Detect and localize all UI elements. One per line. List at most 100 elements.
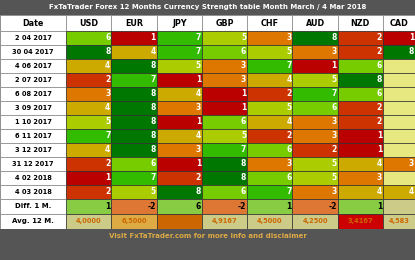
Text: 5: 5 (286, 103, 291, 113)
Text: 5: 5 (286, 48, 291, 56)
Text: 1: 1 (151, 34, 156, 42)
Bar (66, 171, 112, 185)
Text: 4,0000: 4,0000 (76, 218, 102, 224)
Text: 5: 5 (105, 118, 110, 127)
Text: 2: 2 (377, 118, 382, 127)
Bar (202, 143, 247, 157)
Bar (66, 129, 112, 143)
Text: AUD: AUD (305, 18, 325, 28)
Text: 4: 4 (105, 62, 110, 70)
Text: 3: 3 (241, 62, 246, 70)
Text: 3: 3 (332, 118, 337, 127)
Text: 1: 1 (105, 173, 110, 183)
Text: 6: 6 (105, 34, 110, 42)
Text: 3,8333: 3,8333 (166, 218, 192, 224)
Bar (338, 157, 383, 171)
Text: 1: 1 (377, 146, 382, 154)
Text: -2: -2 (328, 202, 337, 211)
Bar (0, 171, 66, 185)
Text: 6: 6 (241, 187, 246, 197)
Bar (293, 143, 338, 157)
Text: 7: 7 (195, 34, 201, 42)
Bar (383, 129, 415, 143)
Text: 4: 4 (196, 89, 201, 99)
Text: 4: 4 (105, 103, 110, 113)
Bar (202, 59, 247, 73)
Bar (202, 171, 247, 185)
Text: 7: 7 (241, 146, 246, 154)
Bar (247, 157, 293, 171)
Bar (0, 129, 66, 143)
Text: 5: 5 (332, 75, 337, 84)
Bar (112, 185, 157, 199)
Bar (112, 73, 157, 87)
Bar (338, 115, 383, 129)
Text: USD: USD (79, 18, 98, 28)
Text: 6 08 2017: 6 08 2017 (15, 91, 51, 97)
Text: 2 07 2017: 2 07 2017 (15, 77, 51, 83)
Text: 3: 3 (377, 173, 382, 183)
Bar (383, 214, 415, 229)
Text: 8: 8 (150, 118, 156, 127)
Bar (112, 101, 157, 115)
Text: 7: 7 (286, 62, 291, 70)
Text: 3: 3 (332, 48, 337, 56)
Bar (383, 45, 415, 59)
Text: 7: 7 (195, 48, 201, 56)
Text: 2: 2 (286, 89, 291, 99)
Bar (66, 73, 112, 87)
Bar (383, 73, 415, 87)
Bar (383, 87, 415, 101)
Bar (157, 45, 202, 59)
Bar (157, 59, 202, 73)
Text: 6: 6 (196, 202, 201, 211)
Text: 7: 7 (331, 89, 337, 99)
Text: CHF: CHF (261, 18, 279, 28)
Text: 4,5000: 4,5000 (257, 218, 283, 224)
Text: 8: 8 (241, 159, 246, 168)
Text: 3: 3 (409, 159, 414, 168)
Bar (293, 129, 338, 143)
Bar (66, 199, 112, 214)
Text: 6: 6 (151, 159, 156, 168)
Text: 4 03 2018: 4 03 2018 (15, 189, 51, 195)
Text: 8: 8 (195, 187, 201, 197)
Bar (202, 45, 247, 59)
Bar (0, 31, 66, 45)
Bar (157, 129, 202, 143)
Text: 3: 3 (105, 89, 110, 99)
Text: 4: 4 (377, 159, 382, 168)
Text: 4,2500: 4,2500 (303, 218, 328, 224)
Text: 6 11 2017: 6 11 2017 (15, 133, 51, 139)
Bar (202, 87, 247, 101)
Bar (338, 59, 383, 73)
Bar (293, 15, 338, 31)
Text: 2: 2 (105, 75, 110, 84)
Bar (66, 87, 112, 101)
Bar (383, 15, 415, 31)
Text: FxTaTrader Forex 12 Months Currency Strength table Month March / 4 Mar 2018: FxTaTrader Forex 12 Months Currency Stre… (49, 4, 366, 10)
Bar (293, 199, 338, 214)
Bar (157, 115, 202, 129)
Bar (112, 115, 157, 129)
Text: 3,4167: 3,4167 (347, 218, 373, 224)
Text: 1 10 2017: 1 10 2017 (15, 119, 51, 125)
Text: 5: 5 (151, 187, 156, 197)
Text: 2: 2 (377, 103, 382, 113)
Bar (293, 45, 338, 59)
Text: EUR: EUR (125, 18, 143, 28)
Bar (293, 185, 338, 199)
Text: 6,5000: 6,5000 (121, 218, 147, 224)
Bar (0, 214, 66, 229)
Text: 2: 2 (377, 48, 382, 56)
Bar (383, 101, 415, 115)
Bar (202, 73, 247, 87)
Bar (293, 171, 338, 185)
Bar (293, 73, 338, 87)
Text: 6: 6 (332, 103, 337, 113)
Text: 1: 1 (196, 118, 201, 127)
Text: 1: 1 (377, 132, 382, 140)
Bar (157, 171, 202, 185)
Text: 30 04 2017: 30 04 2017 (12, 49, 54, 55)
Bar (202, 129, 247, 143)
